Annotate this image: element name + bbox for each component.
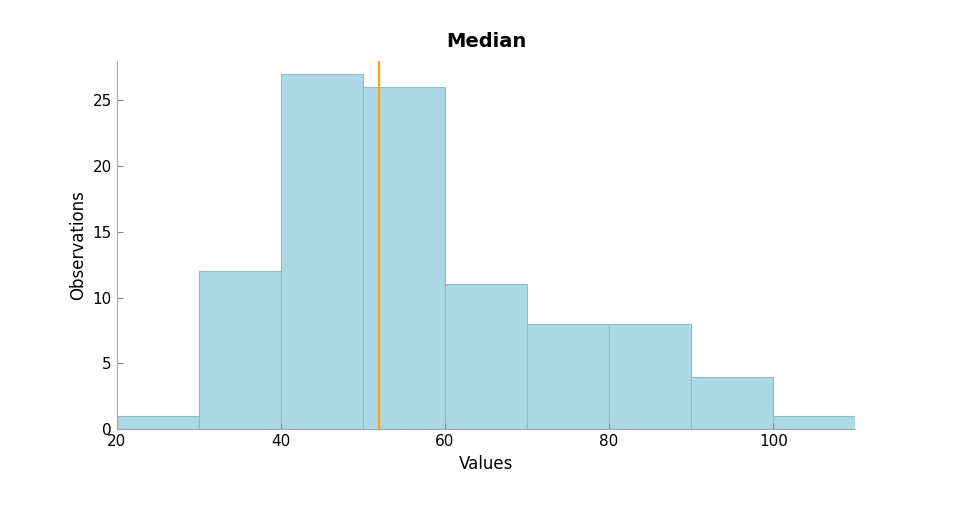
Bar: [691, 377, 774, 429]
Title: Median: Median: [446, 32, 526, 50]
Bar: [117, 416, 198, 429]
Bar: [774, 416, 855, 429]
X-axis label: Values: Values: [459, 454, 513, 473]
Bar: [281, 74, 363, 429]
Bar: [527, 324, 609, 429]
Bar: [445, 284, 527, 429]
Bar: [363, 87, 445, 429]
Y-axis label: Observations: Observations: [69, 190, 87, 300]
Bar: [198, 271, 281, 429]
Bar: [609, 324, 691, 429]
